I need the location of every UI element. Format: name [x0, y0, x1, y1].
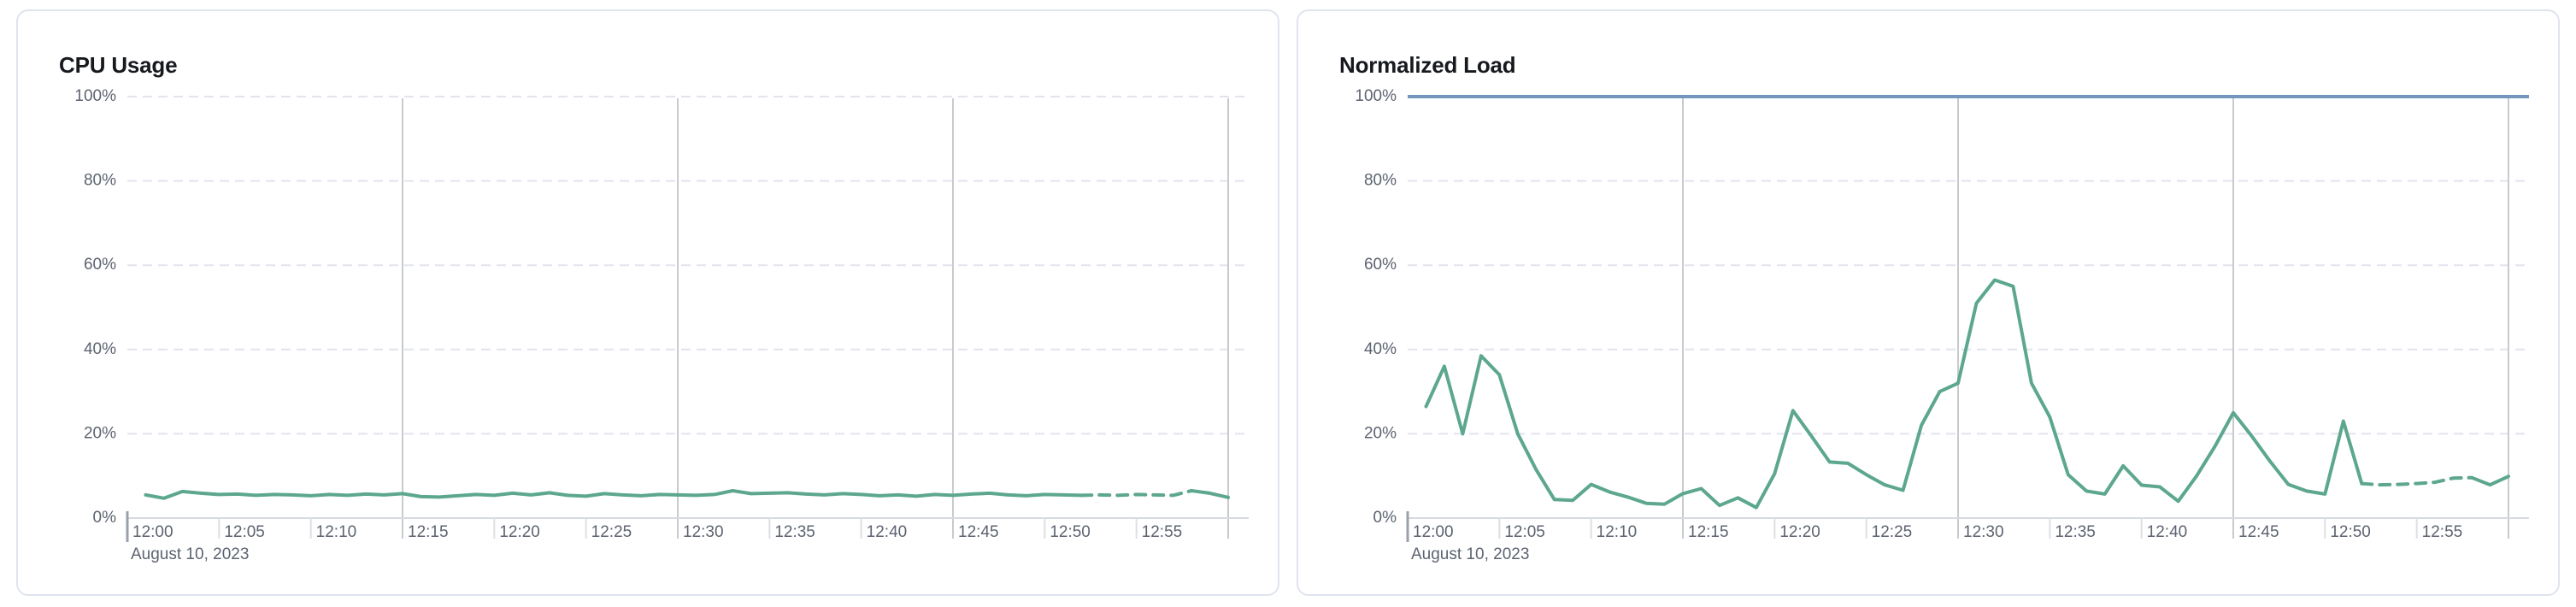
normalized-load-card: 100% 80% 60% 40% 20% 0% 12:00 12:05 12:10 12:15 12… — [1297, 9, 2560, 596]
x-axis-label: 12:00 — [1413, 523, 1454, 541]
series-line-solid — [1424, 278, 2364, 510]
x-axis-label: 12:05 — [224, 523, 265, 541]
x-axis-date-label: August 10, 2023 — [131, 545, 249, 563]
y-axis-label: 40% — [84, 340, 116, 358]
y-axis-label: 60% — [84, 256, 116, 274]
x-axis-label: 12:50 — [1050, 523, 1091, 541]
x-axis-label: 12:20 — [499, 523, 540, 541]
y-axis-label: 20% — [84, 424, 116, 442]
series-line-solid-tail — [1190, 489, 1230, 499]
x-axis-label: 12:50 — [2330, 523, 2371, 541]
x-axis-label: 12:15 — [1688, 523, 1729, 541]
series-line-forecast-dashed — [2360, 475, 2474, 487]
y-axis-label: 0% — [93, 509, 117, 527]
x-axis-label: 12:25 — [591, 523, 632, 541]
x-axis-label: 12:45 — [2238, 523, 2279, 541]
y-axis-label: 80% — [1364, 172, 1397, 190]
x-axis-label: 12:35 — [774, 523, 815, 541]
x-axis-label: 12:40 — [867, 523, 908, 541]
series-line-solid-tail — [2470, 474, 2510, 487]
x-axis-label: 12:55 — [1142, 523, 1183, 541]
x-axis-date-label: August 10, 2023 — [1411, 545, 1529, 563]
x-axis-label: 12:10 — [1597, 523, 1638, 541]
series-line-forecast-dashed — [1079, 489, 1194, 498]
x-axis-label: 12:55 — [2422, 523, 2463, 541]
cpu-usage-chart-canvas[interactable]: 100% 80% 60% 40% 20% 0% 12:00 12:05 12:10 12:15 12… — [18, 11, 1278, 594]
y-axis-label: 60% — [1364, 256, 1397, 274]
x-axis-label: 12:30 — [1963, 523, 2004, 541]
x-axis-label: 12:00 — [132, 523, 173, 541]
cpu-usage-card: 100% 80% 60% 40% 20% 0% 12:00 12:05 12:10 12:15 12… — [16, 9, 1279, 596]
x-axis-label: 12:15 — [408, 523, 449, 541]
x-axis-label: 12:45 — [958, 523, 999, 541]
x-axis-label: 12:30 — [683, 523, 724, 541]
x-axis-label: 12:40 — [2147, 523, 2188, 541]
y-axis-label: 20% — [1364, 424, 1397, 442]
y-axis-label: 100% — [1355, 87, 1397, 105]
y-axis-label: 0% — [1373, 509, 1397, 527]
y-axis-label: 100% — [74, 87, 116, 105]
x-axis-label: 12:25 — [1872, 523, 1913, 541]
chart-title: Normalized Load — [1339, 51, 1516, 78]
y-axis-label: 40% — [1364, 340, 1397, 358]
normalized-load-chart-canvas[interactable]: 100% 80% 60% 40% 20% 0% 12:00 12:05 12:10 12:15 12… — [1298, 11, 2558, 594]
x-axis-label: 12:20 — [1779, 523, 1820, 541]
x-axis-label: 12:05 — [1504, 523, 1545, 541]
chart-title: CPU Usage — [59, 51, 178, 78]
series-line-solid — [144, 489, 1084, 500]
y-axis-label: 80% — [84, 172, 116, 190]
x-axis-label: 12:35 — [2055, 523, 2096, 541]
x-axis-label: 12:10 — [316, 523, 357, 541]
